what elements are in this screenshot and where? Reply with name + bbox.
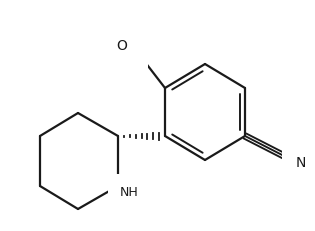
Text: N: N [296, 156, 306, 170]
Text: O: O [117, 39, 128, 53]
Text: NH: NH [120, 186, 139, 200]
